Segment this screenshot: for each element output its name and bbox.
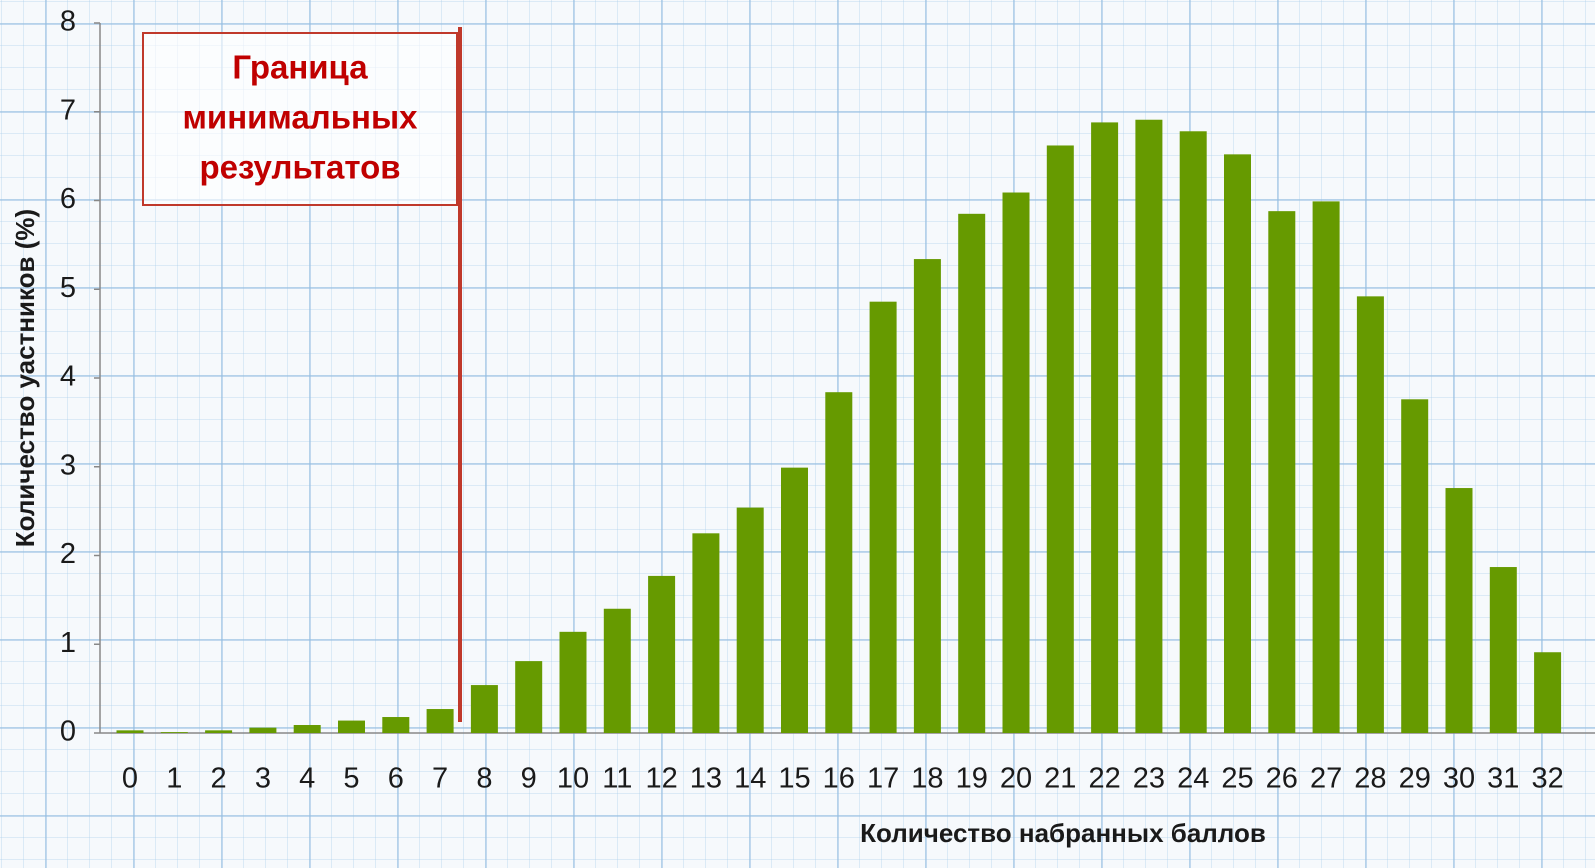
bar xyxy=(603,608,631,733)
bar xyxy=(515,661,543,733)
x-tick-label: 4 xyxy=(299,763,315,795)
x-tick-label: 19 xyxy=(956,763,988,795)
annotation-line: минимальных xyxy=(183,99,419,136)
x-tick-label: 13 xyxy=(690,763,722,795)
bar xyxy=(1401,399,1429,733)
x-tick-label: 12 xyxy=(645,763,677,795)
x-tick-label: 29 xyxy=(1399,763,1431,795)
bar xyxy=(1135,119,1163,734)
bar xyxy=(1489,567,1517,733)
x-tick-label: 25 xyxy=(1221,763,1253,795)
x-tick-label: 6 xyxy=(388,763,404,795)
y-axis-title: Количество уастников (%) xyxy=(10,209,40,547)
annotation-line: Граница xyxy=(232,49,368,86)
bar xyxy=(1268,211,1296,733)
annotation-line: результатов xyxy=(199,149,400,186)
bar xyxy=(781,467,808,733)
bar xyxy=(1356,296,1384,733)
x-tick-label: 18 xyxy=(911,763,943,795)
bar xyxy=(470,685,498,733)
bar xyxy=(1312,201,1340,733)
x-tick-label: 27 xyxy=(1310,763,1342,795)
bar xyxy=(382,717,410,733)
x-axis-title: Количество набранных баллов xyxy=(860,818,1266,848)
bar xyxy=(426,709,454,733)
bar xyxy=(1091,122,1119,733)
y-tick-label: 5 xyxy=(60,272,76,304)
y-tick-label: 0 xyxy=(60,716,76,748)
x-tick-label: 20 xyxy=(1000,763,1032,795)
x-tick-label: 28 xyxy=(1354,763,1386,795)
x-tick-label: 30 xyxy=(1443,763,1475,795)
bar xyxy=(205,730,233,733)
bar xyxy=(825,392,853,733)
x-tick-label: 2 xyxy=(211,763,227,795)
bar xyxy=(293,725,321,733)
x-tick-label: 15 xyxy=(778,763,810,795)
y-tick-label: 6 xyxy=(60,183,76,215)
y-tick-label: 2 xyxy=(60,538,76,570)
x-tick-label: 16 xyxy=(823,763,855,795)
y-tick-label: 7 xyxy=(60,94,76,126)
x-tick-label: 5 xyxy=(343,763,359,795)
x-tick-label: 32 xyxy=(1531,763,1563,795)
x-tick-label: 23 xyxy=(1133,763,1165,795)
x-tick-label: 1 xyxy=(166,763,182,795)
x-tick-label: 3 xyxy=(255,763,271,795)
x-tick-label: 21 xyxy=(1044,763,1076,795)
x-tick-label: 11 xyxy=(602,763,632,795)
bar xyxy=(116,730,144,733)
y-tick-label: 3 xyxy=(60,449,76,481)
x-tick-label: 26 xyxy=(1266,763,1298,795)
bar xyxy=(1445,488,1473,733)
bar xyxy=(160,732,188,733)
annotation-box xyxy=(142,32,458,206)
bar xyxy=(1534,652,1562,733)
bar xyxy=(869,301,897,733)
x-tick-label: 10 xyxy=(557,763,589,795)
bar xyxy=(1002,192,1030,733)
x-tick-label: 17 xyxy=(867,763,899,795)
bar xyxy=(692,533,720,733)
x-tick-label: 7 xyxy=(432,763,448,795)
x-tick-label: 0 xyxy=(122,763,138,795)
bar xyxy=(249,727,277,733)
bar xyxy=(1224,154,1251,734)
x-tick-label: 24 xyxy=(1177,763,1209,795)
bar xyxy=(1046,145,1074,734)
bar xyxy=(648,575,676,733)
bar xyxy=(736,507,764,733)
bar xyxy=(338,720,365,733)
x-tick-label: 8 xyxy=(476,763,492,795)
bar xyxy=(913,259,941,733)
x-tick-label: 31 xyxy=(1487,763,1519,795)
bar xyxy=(559,631,587,733)
y-tick-label: 4 xyxy=(60,361,76,393)
x-tick-label: 22 xyxy=(1088,763,1120,795)
x-tick-label: 9 xyxy=(521,763,537,795)
bar xyxy=(958,213,986,733)
bar xyxy=(1179,131,1207,733)
y-tick-label: 1 xyxy=(60,627,76,659)
x-tick-label: 14 xyxy=(734,763,766,795)
y-tick-label: 8 xyxy=(60,6,76,38)
